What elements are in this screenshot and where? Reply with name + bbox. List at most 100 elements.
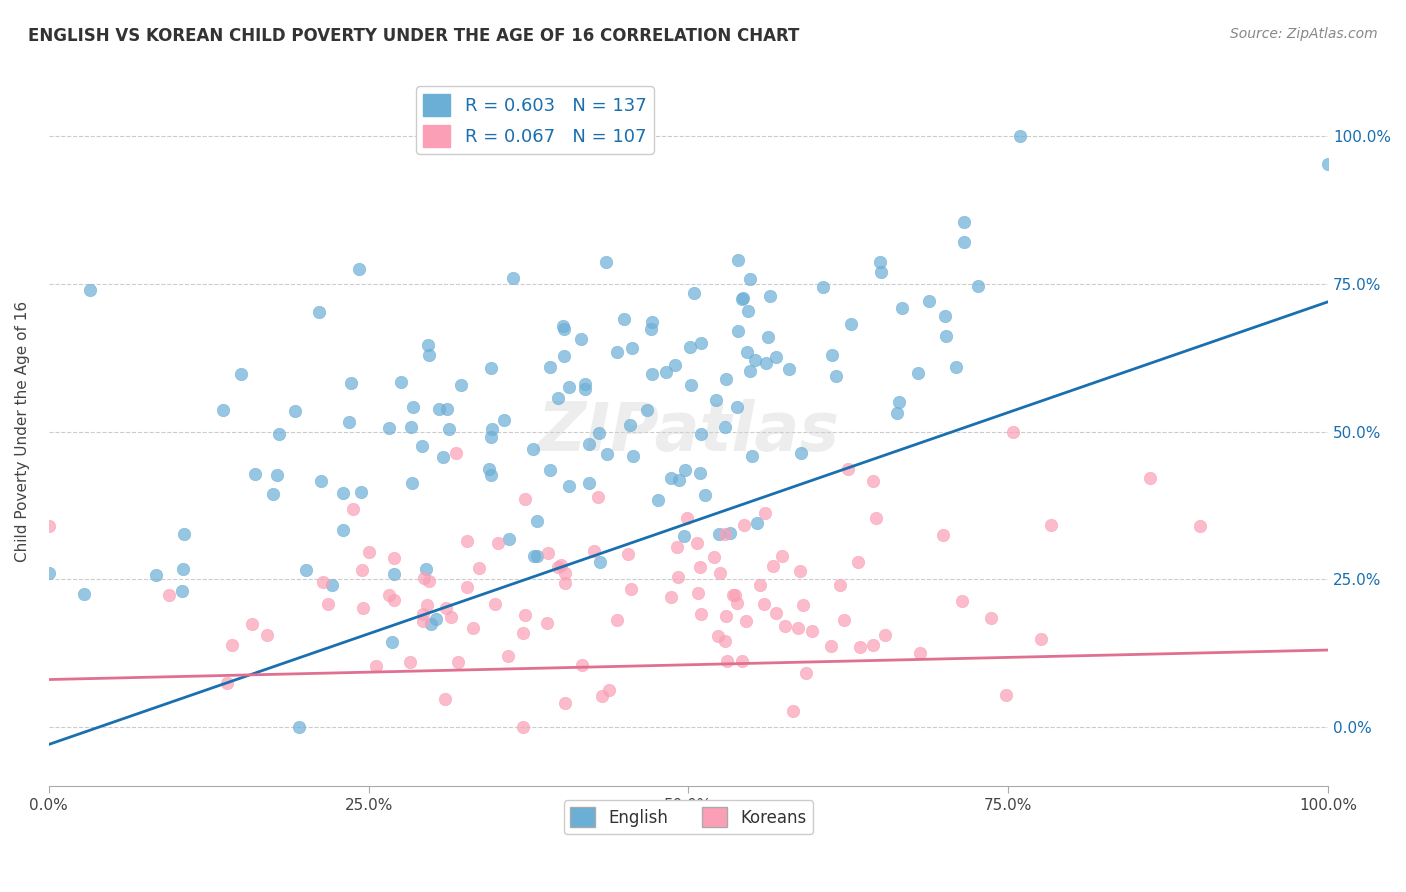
Point — [775, 619, 797, 633]
Point — [468, 560, 491, 574]
Point — [377, 588, 399, 602]
Point — [733, 517, 755, 532]
Point — [869, 254, 891, 268]
Point — [741, 449, 763, 463]
Point — [412, 607, 434, 622]
Point — [502, 271, 524, 285]
Point — [789, 564, 811, 578]
Point — [714, 609, 737, 624]
Point — [672, 529, 695, 543]
Point — [309, 474, 332, 488]
Point — [526, 549, 548, 563]
Point — [347, 262, 370, 277]
Point — [714, 634, 737, 648]
Point — [217, 676, 239, 690]
Point — [38, 519, 60, 533]
Point — [778, 362, 800, 376]
Point — [498, 532, 520, 546]
Point — [411, 439, 433, 453]
Y-axis label: Child Poverty Under the Age of 16: Child Poverty Under the Age of 16 — [15, 301, 30, 562]
Point — [456, 534, 478, 549]
Point — [714, 371, 737, 385]
Point — [221, 638, 243, 652]
Point — [1189, 519, 1212, 533]
Point — [865, 511, 887, 525]
Point — [553, 321, 575, 335]
Point — [664, 358, 686, 372]
Point — [412, 614, 434, 628]
Point — [172, 562, 194, 576]
Point — [659, 471, 682, 485]
Point — [547, 391, 569, 405]
Point — [229, 367, 252, 381]
Point — [640, 322, 662, 336]
Point — [456, 580, 478, 594]
Point — [486, 536, 509, 550]
Point — [484, 598, 506, 612]
Point — [1317, 157, 1340, 171]
Point — [479, 360, 502, 375]
Point — [513, 491, 536, 506]
Point — [849, 640, 872, 655]
Point — [440, 609, 463, 624]
Point — [772, 549, 794, 563]
Point — [759, 288, 782, 302]
Point — [256, 628, 278, 642]
Point — [437, 422, 460, 436]
Point — [950, 594, 973, 608]
Point — [686, 536, 709, 550]
Point — [862, 474, 884, 488]
Point — [427, 401, 450, 416]
Point — [571, 657, 593, 672]
Point — [756, 330, 779, 344]
Point — [945, 359, 967, 374]
Point — [811, 280, 834, 294]
Point — [679, 340, 702, 354]
Point — [382, 566, 405, 581]
Point — [446, 655, 468, 669]
Point — [613, 312, 636, 326]
Point — [350, 563, 373, 577]
Point — [496, 649, 519, 664]
Point — [461, 621, 484, 635]
Point — [801, 624, 824, 638]
Point — [481, 422, 503, 436]
Point — [762, 559, 785, 574]
Point — [418, 348, 440, 362]
Point — [582, 543, 605, 558]
Point — [382, 593, 405, 607]
Point — [655, 365, 678, 379]
Point — [748, 578, 770, 592]
Point — [1008, 129, 1031, 144]
Point — [378, 421, 401, 435]
Point — [846, 555, 869, 569]
Point — [754, 597, 776, 611]
Point — [212, 403, 235, 417]
Point — [416, 338, 439, 352]
Point — [389, 375, 412, 389]
Point — [574, 382, 596, 396]
Point — [704, 392, 727, 407]
Point — [79, 283, 101, 297]
Point — [837, 462, 859, 476]
Point — [357, 545, 380, 559]
Point — [381, 635, 404, 649]
Point — [744, 352, 766, 367]
Point — [754, 506, 776, 520]
Point — [709, 566, 731, 580]
Point — [595, 255, 617, 269]
Text: ZIPatlas: ZIPatlas — [537, 399, 839, 465]
Point — [240, 617, 263, 632]
Point — [262, 487, 284, 501]
Point — [725, 401, 748, 415]
Point — [446, 446, 468, 460]
Point — [420, 617, 443, 632]
Point — [382, 551, 405, 566]
Point — [820, 640, 842, 654]
Point — [342, 501, 364, 516]
Point — [288, 720, 311, 734]
Point — [738, 271, 761, 285]
Point — [714, 527, 737, 541]
Point — [398, 655, 420, 669]
Point — [765, 606, 787, 620]
